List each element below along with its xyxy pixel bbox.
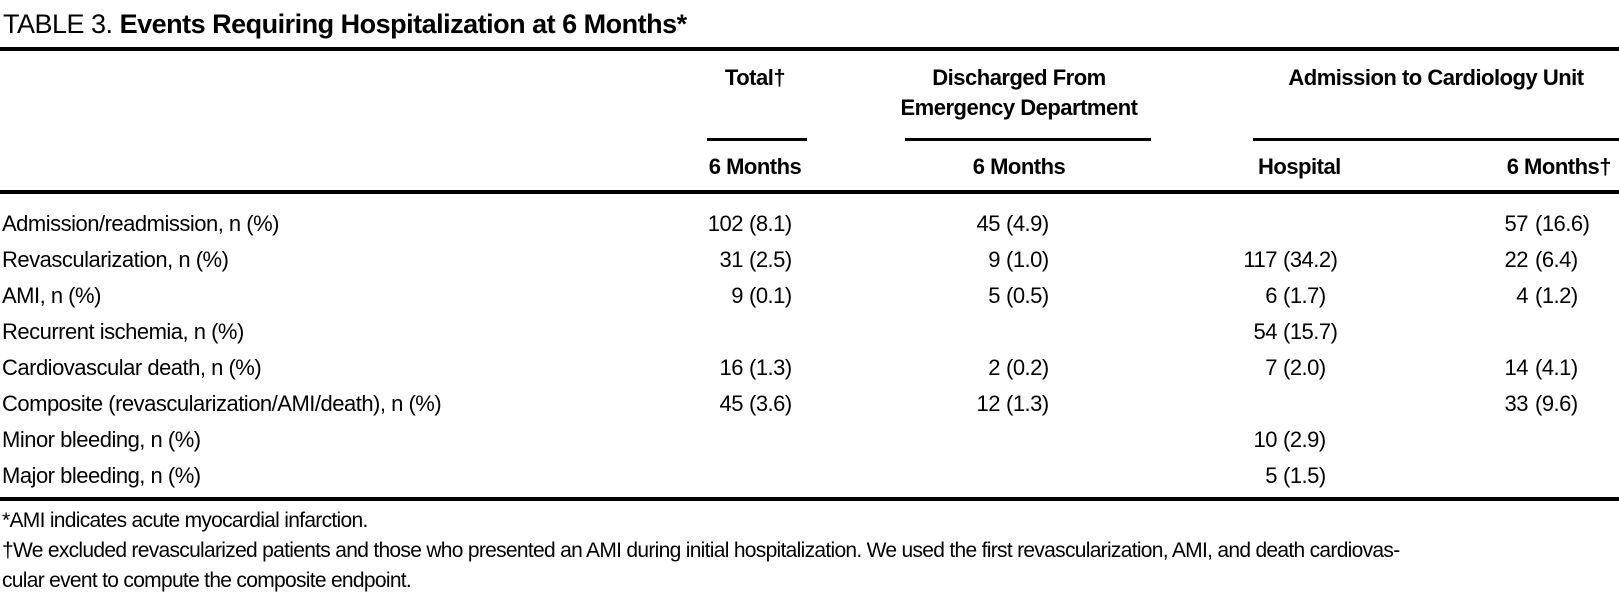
row-label: Revascularization, n (%) <box>2 247 229 272</box>
cell-count: 57 <box>1504 211 1529 236</box>
table-number: TABLE 3. <box>3 9 113 39</box>
table-title: TABLE 3. Events Requiring Hospitalization… <box>3 8 687 40</box>
cell-percent: (16.6) <box>1535 211 1590 236</box>
table-row: Admission/readmission, n (%) 102 (8.1) 45 (4… <box>0 206 1619 242</box>
cell-percent: (9.6) <box>1535 391 1578 416</box>
cell-percent: (1.3) <box>749 355 792 380</box>
row-label: AMI, n (%) <box>2 283 101 308</box>
cell-percent: (0.2) <box>1006 355 1049 380</box>
cell-count: 16 <box>719 355 744 380</box>
cell-percent: (0.5) <box>1006 283 1049 308</box>
cell-count: 45 <box>976 211 1001 236</box>
header-bottom-rule <box>0 190 1619 194</box>
row-label: Composite (revascularization/AMI/death),… <box>2 391 442 416</box>
cell-count: 31 <box>719 247 744 272</box>
table-row: Cardiovascular death, n (%) 16 (1.3) 2 (0.2)… <box>0 350 1619 386</box>
cell-count: 4 <box>1516 283 1528 308</box>
admission-spanner-rule <box>1253 138 1619 141</box>
cell-percent: (1.3) <box>1006 391 1049 416</box>
table-row: Recurrent ischemia, n (%) 54 (15.7) <box>0 314 1619 350</box>
cell-percent: (4.1) <box>1535 355 1578 380</box>
table-row: Major bleeding, n (%) 5 (1.5) <box>0 458 1619 494</box>
footnote-dagger-line1: †We excluded revascularized patients and… <box>2 539 1400 562</box>
subheader-discharged-6months: 6 Months <box>972 154 1066 179</box>
cell-percent: (2.0) <box>1283 355 1326 380</box>
cell-count: 9 <box>988 247 1000 272</box>
cell-percent: (6.4) <box>1535 247 1578 272</box>
cell-percent: (15.7) <box>1283 319 1338 344</box>
cell-count: 45 <box>719 391 744 416</box>
cell-count: 54 <box>1253 319 1278 344</box>
cell-percent: (1.5) <box>1283 463 1326 488</box>
row-label: Cardiovascular death, n (%) <box>2 355 262 380</box>
cell-percent: (3.6) <box>749 391 792 416</box>
footnotes: *AMI indicates acute myocardial infarcti… <box>2 506 1617 596</box>
cell-count: 5 <box>988 283 1000 308</box>
column-header-discharged-line1: Discharged From <box>932 65 1106 90</box>
row-label: Admission/readmission, n (%) <box>2 211 279 236</box>
cell-count: 102 <box>707 211 744 236</box>
cell-count: 6 <box>1265 283 1277 308</box>
total-spanner-rule <box>707 138 807 141</box>
cell-count: 33 <box>1504 391 1529 416</box>
cell-percent: (2.5) <box>749 247 792 272</box>
column-header-admission: Admission to Cardiology Unit <box>1288 65 1584 90</box>
cell-percent: (0.1) <box>749 283 792 308</box>
cell-percent: (8.1) <box>749 211 792 236</box>
top-rule <box>0 47 1619 51</box>
table-row: Revascularization, n (%) 31 (2.5) 9 (1.0) 117… <box>0 242 1619 278</box>
cell-count: 22 <box>1504 247 1529 272</box>
subheader-hospital: Hospital <box>1258 154 1341 179</box>
cell-count: 9 <box>731 283 743 308</box>
cell-percent: (4.9) <box>1006 211 1049 236</box>
column-header-discharged-line2: Emergency Department <box>900 95 1138 120</box>
cell-percent: (1.2) <box>1535 283 1578 308</box>
footnote-dagger-line2: cular event to compute the composite end… <box>2 569 412 592</box>
table-body: Admission/readmission, n (%) 102 (8.1) 45 (4… <box>0 206 1619 494</box>
row-label: Recurrent ischemia, n (%) <box>2 319 244 344</box>
cell-count: 14 <box>1504 355 1529 380</box>
cell-count: 12 <box>976 391 1001 416</box>
cell-percent: (2.9) <box>1283 427 1326 452</box>
table-row: AMI, n (%) 9 (0.1) 5 (0.5) 6 (1.7) 4 (1.2) <box>0 278 1619 314</box>
cell-count: 5 <box>1265 463 1277 488</box>
cell-percent: (1.0) <box>1006 247 1049 272</box>
cell-count: 7 <box>1265 355 1277 380</box>
row-label: Minor bleeding, n (%) <box>2 427 201 452</box>
footnote-asterisk: *AMI indicates acute myocardial infarcti… <box>2 509 368 532</box>
cell-count: 10 <box>1253 427 1278 452</box>
column-header-total: Total† <box>724 65 786 90</box>
cell-percent: (1.7) <box>1283 283 1326 308</box>
table-row: Minor bleeding, n (%) 10 (2.9) <box>0 422 1619 458</box>
row-label: Major bleeding, n (%) <box>2 463 201 488</box>
subheader-6months-dagger: 6 Months† <box>1506 154 1612 179</box>
cell-count: 2 <box>988 355 1000 380</box>
cell-count: 117 <box>1243 247 1277 272</box>
subheader-total-6months: 6 Months <box>708 154 802 179</box>
table-row: Composite (revascularization/AMI/death),… <box>0 386 1619 422</box>
cell-percent: (34.2) <box>1283 247 1338 272</box>
table-title-text: Events Requiring Hospitalization at 6 Mo… <box>119 9 688 39</box>
discharged-spanner-rule <box>905 138 1151 141</box>
footnote-top-rule <box>0 497 1619 501</box>
column-header-discharged: Discharged From Emergency Department <box>899 63 1139 123</box>
